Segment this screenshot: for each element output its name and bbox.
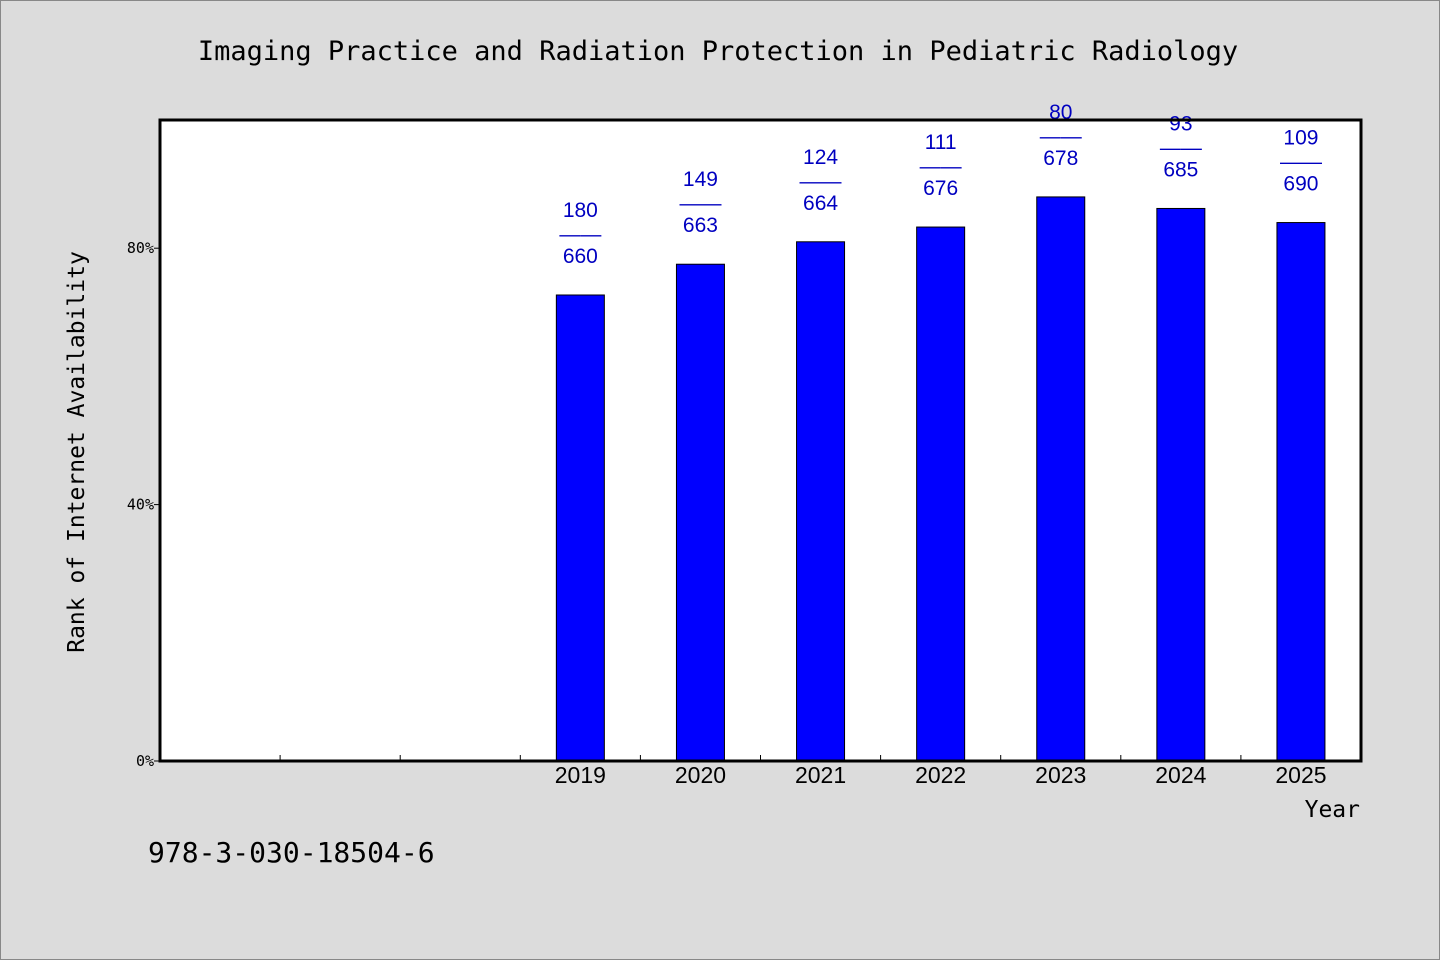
x-tick-label: 2019 [555,762,606,788]
data-label-mid: —— [559,223,601,246]
x-tick-label: 2020 [675,762,726,788]
x-tick-label: 2022 [915,762,966,788]
bar-2024 [1156,207,1206,762]
x-tick-label: 2025 [1275,762,1326,788]
data-label-mid: —— [920,155,962,178]
data-label-bottom: 664 [803,192,838,215]
data-label-bottom: 660 [563,245,598,268]
data-label-top: 180 [563,199,598,222]
data-label-top: 124 [803,146,838,169]
data-label-top: 149 [683,168,718,191]
chart-title: Imaging Practice and Radiation Protectio… [198,36,1238,67]
bars [555,196,1326,762]
x-tick-label: 2023 [1035,762,1086,788]
plot-border [158,118,1363,763]
x-tick-label: 2024 [1155,762,1206,788]
data-label-bottom: 678 [1043,147,1078,170]
data-label-mid: —— [1160,136,1202,159]
bar-2023 [1036,196,1086,762]
data-label-bottom: 663 [683,214,718,237]
data-labels: 180——660149——663124——664111——67680——6789… [559,101,1322,268]
data-label-top: 80 [1049,101,1072,124]
data-label-top: 93 [1169,112,1192,135]
data-label-mid: —— [800,170,842,193]
data-label-top: 111 [925,131,957,154]
data-label-bottom: 676 [923,177,958,200]
axis-ticks: 0% 40% 80% 2019 2020 2021 2022 2023 2024 2025 [127,239,1327,788]
y-axis-title: Rank of Internet Availability [64,251,90,653]
data-label-bottom: 690 [1283,173,1318,196]
y-tick-label: 80% [127,239,154,257]
y-tick-label: 40% [127,496,154,514]
y-tick-label: 0% [136,752,154,770]
data-label-bottom: 685 [1163,158,1198,181]
bar-2020 [675,263,725,762]
data-label-mid: —— [679,192,721,215]
data-label-mid: —— [1280,151,1322,174]
x-tick-label: 2021 [795,762,846,788]
bar-2021 [796,241,846,762]
footer-isbn: 978-3-030-18504-6 [148,836,435,869]
bar-2025 [1276,222,1326,762]
bar-2019 [555,294,605,762]
data-label-top: 109 [1283,127,1318,150]
data-label-mid: —— [1040,125,1082,148]
bar-2022 [916,226,966,762]
x-axis-title: Year [1305,797,1360,823]
